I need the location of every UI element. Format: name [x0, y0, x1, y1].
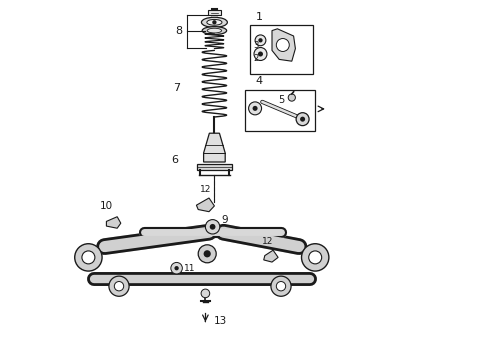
Text: 3: 3: [253, 41, 259, 50]
Circle shape: [252, 106, 258, 111]
Circle shape: [271, 276, 291, 296]
Ellipse shape: [201, 17, 227, 27]
Circle shape: [82, 251, 95, 264]
Text: 11: 11: [184, 264, 196, 273]
Text: 10: 10: [100, 201, 113, 211]
Circle shape: [258, 38, 263, 42]
Circle shape: [258, 51, 263, 57]
Polygon shape: [272, 29, 295, 61]
Bar: [197, 164, 232, 170]
Ellipse shape: [207, 19, 222, 25]
Circle shape: [276, 39, 289, 51]
Circle shape: [276, 282, 286, 291]
Circle shape: [296, 113, 309, 126]
Ellipse shape: [202, 27, 227, 35]
Polygon shape: [204, 133, 225, 162]
Circle shape: [109, 276, 129, 296]
Text: 2: 2: [253, 54, 258, 63]
Text: 7: 7: [173, 83, 180, 93]
Circle shape: [212, 20, 217, 24]
Text: 5: 5: [278, 95, 284, 105]
Ellipse shape: [207, 28, 221, 33]
Bar: [245, 90, 315, 131]
Circle shape: [201, 289, 210, 298]
Circle shape: [301, 244, 329, 271]
Polygon shape: [264, 250, 278, 262]
Circle shape: [309, 251, 321, 264]
Circle shape: [288, 94, 295, 101]
Circle shape: [174, 266, 179, 270]
Text: 12: 12: [262, 237, 273, 246]
Circle shape: [205, 220, 220, 234]
Text: 4: 4: [256, 76, 263, 86]
Text: 13: 13: [213, 316, 226, 326]
Circle shape: [248, 102, 262, 115]
Polygon shape: [196, 198, 215, 212]
Circle shape: [114, 282, 123, 291]
Circle shape: [300, 117, 305, 122]
Circle shape: [254, 48, 267, 60]
Circle shape: [210, 224, 216, 230]
Text: 8: 8: [175, 26, 182, 36]
Polygon shape: [106, 217, 121, 228]
Text: 6: 6: [172, 155, 178, 165]
Circle shape: [74, 244, 102, 271]
Bar: [208, 10, 221, 15]
Circle shape: [204, 250, 211, 257]
Circle shape: [198, 245, 216, 263]
Circle shape: [255, 35, 266, 46]
Circle shape: [171, 262, 182, 274]
Text: 12: 12: [200, 185, 211, 194]
Text: 9: 9: [221, 215, 228, 225]
Bar: [250, 25, 314, 74]
Text: 1: 1: [256, 12, 263, 22]
